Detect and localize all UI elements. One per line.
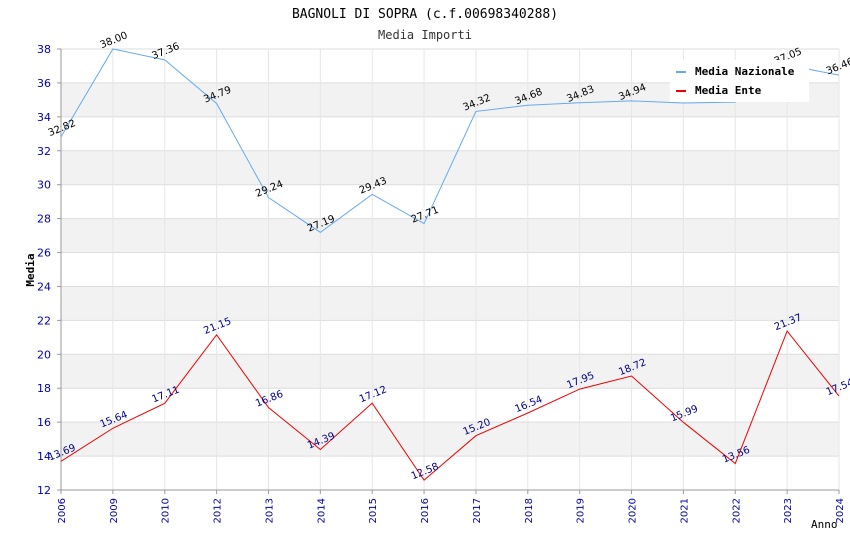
axes	[60, 49, 839, 491]
y-axis-ticks: 12 14 16 18 20 22 24 26 28 30 32 34 36 38	[37, 43, 61, 497]
x-tick-label: 2010	[161, 498, 172, 523]
grid-band	[61, 218, 839, 253]
x-tick-label: 2015	[368, 498, 379, 523]
y-tick-label: 36	[37, 77, 51, 90]
chart-title: BAGNOLI DI SOPRA (c.f.00698340288)	[292, 7, 558, 22]
y-tick-label: 18	[37, 382, 51, 395]
y-tick-label: 22	[37, 314, 51, 327]
y-tick-label: 28	[37, 213, 51, 226]
x-tick-label: 2018	[524, 498, 535, 523]
grid-band	[61, 320, 839, 355]
series-lines	[60, 48, 840, 481]
legend-label-media-ente: Media Ente	[695, 84, 762, 97]
grid-band	[61, 354, 839, 389]
legend-label-media-nazionale: Media Nazionale	[695, 65, 795, 78]
y-tick-label: 12	[37, 484, 51, 497]
y-tick-label: 14	[37, 450, 51, 463]
y-tick-label: 30	[37, 179, 51, 192]
y-tick-label: 26	[37, 247, 51, 260]
x-tick-label: 2019	[576, 498, 587, 523]
grid-band	[61, 116, 839, 151]
x-tick-label: 2014	[316, 498, 327, 523]
grid-band	[61, 184, 839, 219]
legend-box	[670, 60, 809, 102]
x-axis-ticks: 2006 2009 2010 2012 2013 2014 2015 2016 2017 2018…	[57, 490, 846, 523]
y-tick-label: 24	[37, 280, 51, 293]
chart-subtitle: Media Importi	[378, 28, 472, 42]
x-axis-label: Anno	[811, 518, 838, 531]
y-tick-label: 16	[37, 416, 51, 429]
y-tick-label: 32	[37, 145, 51, 158]
y-tick-label: 38	[37, 43, 51, 56]
x-tick-label: 2013	[264, 498, 275, 523]
legend: Media Nazionale Media Ente	[670, 60, 809, 102]
grid-band	[61, 252, 839, 287]
grid-band	[61, 388, 839, 423]
x-tick-label: 2017	[472, 498, 483, 523]
series-line-media-nazionale	[60, 48, 840, 233]
x-tick-label: 2023	[783, 498, 794, 523]
x-tick-label: 2009	[109, 498, 120, 523]
y-tick-label: 20	[37, 348, 51, 361]
data-label-media-nazionale: 38.00	[99, 30, 130, 51]
grid-band	[61, 456, 839, 490]
x-tick-label: 2016	[420, 498, 431, 523]
y-tick-label: 34	[37, 111, 51, 124]
y-axis-label: Media	[24, 253, 37, 286]
x-tick-label: 2024	[835, 498, 846, 523]
x-tick-label: 2022	[731, 498, 742, 523]
x-tick-label: 2021	[679, 498, 690, 523]
x-tick-label: 2006	[57, 498, 68, 523]
plot-background-bands	[61, 49, 839, 490]
grid-band	[61, 422, 839, 457]
x-tick-label: 2020	[628, 498, 639, 523]
gridlines	[60, 48, 840, 491]
x-tick-label: 2012	[213, 498, 224, 523]
grid-band	[61, 286, 839, 321]
series-line-media-ente	[60, 330, 840, 481]
